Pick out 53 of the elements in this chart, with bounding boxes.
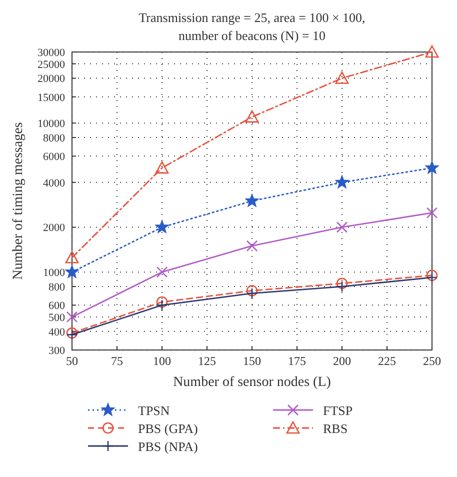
y-tick-label: 2000	[43, 222, 66, 234]
point	[246, 194, 258, 207]
y-tick-label: 400	[48, 326, 66, 338]
point	[426, 161, 438, 174]
point	[66, 265, 78, 278]
point	[246, 285, 258, 296]
point	[336, 176, 348, 188]
point	[246, 240, 258, 252]
point	[156, 299, 168, 311]
point	[156, 266, 168, 278]
point	[155, 161, 169, 174]
y-tick-label: 6000	[43, 151, 66, 164]
point	[336, 280, 348, 292]
y-tick-label: 10000	[38, 118, 66, 130]
y-tick-label: 800	[48, 282, 66, 294]
chart-title: Transmission range = 25, area = 100 × 100, number of beacons (N) = 10	[138, 10, 366, 43]
legend-label: FTSP	[323, 403, 353, 418]
y-tick-label: 30000	[38, 47, 66, 59]
point	[425, 45, 439, 58]
y-tick-label: 1000	[43, 267, 66, 280]
y-tick-label: 15000	[38, 92, 66, 104]
legend-label: RBS	[323, 421, 348, 436]
point	[426, 207, 438, 218]
x-tick-label: 150	[243, 354, 261, 368]
x-tick-label: 225	[378, 354, 396, 368]
y-tick-label: 25000	[38, 58, 66, 71]
x-tick-label: 200	[333, 354, 351, 368]
x-axis-title: Number of sensor nodes (L)	[173, 375, 332, 390]
y-tick-label: 20000	[38, 73, 66, 86]
x-tick-label: 175	[288, 354, 306, 368]
point	[65, 251, 79, 264]
y-tick-label: 300	[48, 345, 66, 357]
y-tick-label: 8000	[43, 132, 66, 145]
legend-label: TPSN	[138, 403, 170, 418]
legend-label: PBS (NPA)	[138, 439, 198, 454]
point	[245, 110, 259, 123]
y-axis-title: Number of timing messages	[11, 122, 26, 280]
legend-label: PBS (GPA)	[138, 421, 198, 436]
point	[246, 288, 258, 299]
point	[336, 278, 348, 290]
y-tick-label: 600	[48, 300, 66, 312]
point	[336, 222, 348, 233]
x-tick-label: 75	[111, 354, 123, 368]
y-tick-label: 4000	[43, 177, 66, 190]
x-tick-label: 100	[153, 354, 171, 368]
point	[156, 296, 168, 308]
point	[156, 220, 168, 233]
x-tick-label: 50	[66, 354, 78, 368]
x-tick-label: 125	[198, 354, 216, 368]
point	[66, 311, 78, 323]
x-tick-label: 250	[423, 354, 441, 368]
y-tick-label: 500	[48, 312, 66, 324]
point	[335, 72, 349, 84]
